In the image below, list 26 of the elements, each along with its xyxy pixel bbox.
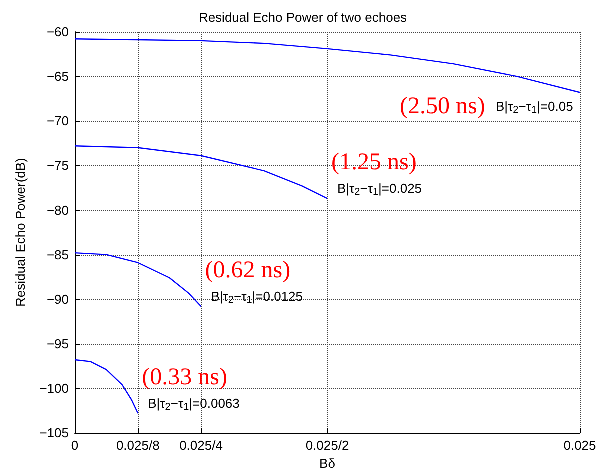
y-tick-label: −70 — [46, 114, 69, 129]
y-tick-label: −60 — [46, 24, 69, 40]
y-tick-label: −95 — [46, 336, 69, 352]
y-tick-label: −105 — [40, 426, 69, 441]
y-tick-label: −100 — [40, 381, 69, 396]
annotation: (2.50 ns) — [400, 94, 486, 120]
x-tick-label: 0.025/2 — [306, 438, 350, 454]
y-tick-label: −65 — [46, 69, 69, 84]
x-tick-label: 0 — [71, 438, 79, 454]
y-tick-label: −90 — [46, 292, 69, 307]
annotation: (0.62 ns) — [205, 258, 291, 284]
y-tick-label: −85 — [46, 247, 69, 262]
x-tick-label: 0.025/8 — [116, 438, 160, 454]
y-tick-label: −75 — [46, 158, 69, 174]
line-series — [74, 145, 328, 200]
x-tick-label: 0.025/4 — [180, 438, 223, 454]
line-series — [74, 252, 202, 308]
line-series — [74, 359, 139, 414]
x-axis-title: Bδ — [320, 456, 336, 471]
chart-title: Residual Echo Power of two echoes — [198, 10, 408, 25]
line-series — [74, 38, 581, 94]
annotation: (0.33 ns) — [142, 364, 228, 390]
y-tick-label: −80 — [46, 202, 69, 218]
y-axis-title: Residual Echo Power(dB) — [13, 158, 28, 307]
x-tick-label: 0.025 — [564, 438, 596, 454]
annotation: (1.25 ns) — [332, 150, 417, 176]
